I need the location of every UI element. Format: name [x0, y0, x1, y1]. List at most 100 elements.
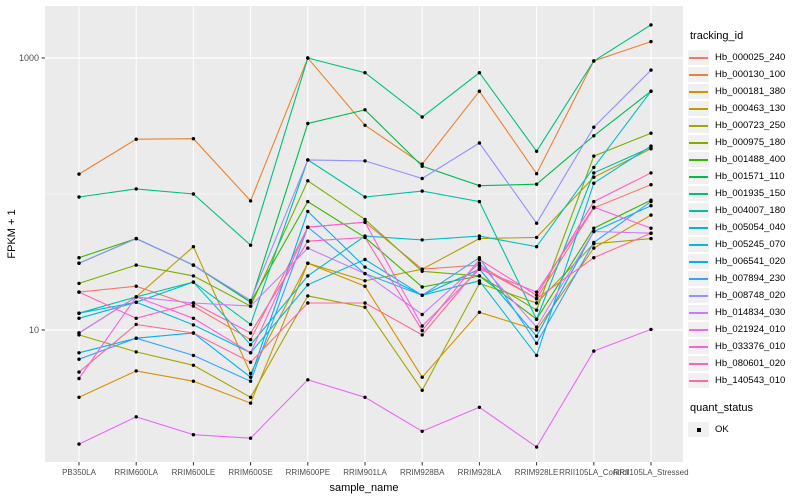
data-point	[649, 183, 653, 187]
x-tick-label: RRIM600LE	[172, 468, 216, 477]
data-point	[534, 445, 539, 449]
data-point	[534, 245, 539, 249]
data-point	[77, 395, 81, 399]
data-point	[420, 164, 424, 168]
legend-item-label: Hb_001935_150	[715, 188, 786, 199]
data-point	[649, 89, 653, 93]
data-point	[306, 378, 310, 382]
data-point	[534, 182, 539, 186]
x-tick-label: RRIM600SE	[228, 468, 272, 477]
tracking-id-legend-items: Hb_000025_240 Hb_000130_100 Hb_000181_380 H…	[688, 49, 800, 389]
data-point	[477, 310, 482, 314]
data-point	[649, 236, 653, 241]
quant-status-legend-item: OK	[688, 421, 800, 438]
data-point	[77, 370, 81, 374]
data-point	[77, 311, 81, 315]
data-point	[534, 325, 539, 329]
legend-item-label: Hb_033376_010	[715, 341, 786, 352]
legend-item: Hb_001488_400	[688, 151, 800, 168]
data-point	[306, 199, 310, 204]
data-point	[191, 192, 196, 196]
data-point	[477, 257, 482, 262]
data-point	[134, 236, 138, 241]
data-point	[477, 89, 482, 93]
data-point	[306, 56, 310, 60]
legend-key-swatch	[688, 339, 709, 354]
data-point	[534, 308, 539, 312]
data-point	[248, 436, 253, 440]
data-point	[592, 240, 596, 245]
legend-item: Hb_000181_380	[688, 83, 800, 100]
x-axis-title: sample_name	[329, 482, 398, 494]
data-point	[77, 442, 81, 446]
legend-line-icon	[689, 175, 708, 178]
data-point	[649, 204, 653, 208]
data-point	[306, 274, 310, 278]
legend-key-swatch	[688, 220, 709, 235]
legend-key-swatch	[688, 169, 709, 184]
data-point	[306, 301, 310, 305]
data-point	[248, 304, 253, 308]
data-point	[649, 327, 653, 332]
data-point	[134, 316, 138, 320]
data-point	[191, 433, 196, 437]
x-tick-label: RRIM901LA	[343, 468, 387, 477]
legend-panel: tracking_id Hb_000025_240 Hb_000130_100 Hb…	[688, 30, 800, 438]
series-points	[77, 23, 653, 449]
data-point	[191, 245, 196, 249]
legend-key-swatch	[688, 203, 709, 218]
legend-item: Hb_005245_070	[688, 236, 800, 253]
data-point	[592, 125, 596, 129]
data-point	[248, 199, 253, 203]
legend-item: Hb_021924_010	[688, 321, 800, 338]
data-point	[534, 290, 539, 294]
legend-item-label: Hb_008748_020	[715, 290, 786, 301]
data-point	[420, 375, 424, 379]
legend-item: Hb_033376_010	[688, 338, 800, 355]
data-point	[477, 279, 482, 283]
x-tick-labels: PB350LA RRIM600LA RRIM600LE RRIM600SE RRIM60…	[62, 468, 688, 477]
data-point	[420, 312, 424, 317]
legend-item: Hb_001935_150	[688, 185, 800, 202]
data-point	[134, 137, 138, 141]
legend-key-swatch	[688, 135, 709, 150]
data-point	[134, 295, 138, 299]
data-point	[420, 269, 424, 273]
data-point	[592, 229, 596, 234]
x-tick-label: PB350LA	[62, 468, 96, 477]
legend-line-icon	[689, 158, 708, 161]
y-tick-label: 10	[29, 325, 39, 335]
x-tick-label: RRII105LA_Stressed	[613, 468, 688, 477]
legend-key-swatch	[688, 254, 709, 269]
legend-item: Hb_005054_040	[688, 219, 800, 236]
x-tick-label: RRIM928BA	[400, 468, 445, 477]
data-point	[77, 195, 81, 199]
data-point	[363, 271, 367, 276]
data-point	[248, 322, 253, 327]
legend-key-swatch	[688, 322, 709, 337]
data-point	[248, 371, 253, 376]
legend-item: Hb_014834_030	[688, 304, 800, 321]
legend-item-label: Hb_000975_180	[715, 137, 786, 148]
data-point	[363, 265, 367, 269]
legend-item-label: Hb_080601_020	[715, 358, 786, 369]
data-point	[134, 415, 138, 419]
data-point	[477, 265, 482, 269]
x-tick-label: RRIM600LA	[114, 468, 158, 477]
legend-item-label: Hb_000130_100	[715, 69, 786, 80]
legend-item-label: Hb_000723_250	[715, 120, 786, 131]
legend-line-icon	[689, 379, 708, 382]
legend-key-swatch	[688, 271, 709, 286]
data-point	[477, 261, 482, 265]
data-point	[248, 298, 253, 303]
data-point	[306, 121, 310, 126]
data-point	[248, 379, 253, 383]
legend-key-swatch	[688, 50, 709, 65]
data-point	[534, 149, 539, 153]
data-point	[592, 165, 596, 170]
legend-key-swatch	[688, 356, 709, 371]
legend-item-label: Hb_006541_020	[715, 256, 786, 267]
data-point	[248, 395, 253, 399]
data-point	[77, 351, 81, 355]
